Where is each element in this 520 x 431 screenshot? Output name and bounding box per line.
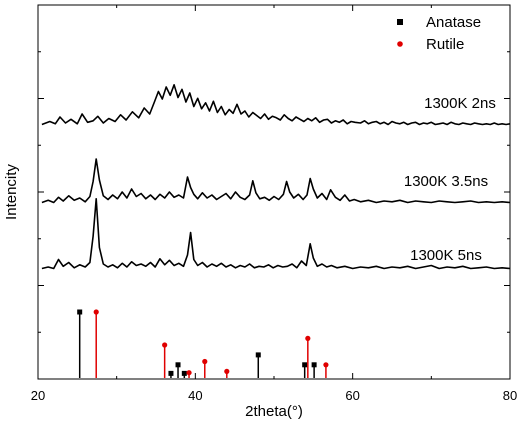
legend-marker [397,19,403,25]
legend-label: Rutile [426,36,464,53]
legend: Anatase Rutile [397,14,481,53]
x-tick-label: 60 [345,388,359,403]
series-line [41,84,511,126]
reference-marker [224,368,230,374]
legend-label: Anatase [426,14,481,31]
reference-marker [162,342,168,348]
reference-marker [168,370,174,376]
reference-marker [255,352,261,358]
reference-marker [181,370,187,376]
y-axis-label: Intencity [3,164,20,220]
x-tick-labels: 20 40 60 80 [31,388,517,403]
plot-frame [37,4,511,380]
reference-marker [311,362,317,368]
series-label: 1300K 3.5ns [404,173,488,190]
reference-marker [93,309,99,315]
reference-marker [302,362,308,368]
reference-marker [77,309,83,315]
series-layer: 1300K 2ns 1300K 3.5ns 1300K 5ns [41,84,511,270]
x-axis-label: 2theta(°) [245,403,303,420]
legend-marker [397,41,403,47]
reference-marker [202,358,208,365]
series-label: 1300K 2ns [424,95,496,112]
reference-lines [77,309,329,378]
x-tick-label: 20 [31,388,45,403]
x-tick-label: 40 [188,388,202,403]
reference-marker [323,362,329,368]
axis-ticks [37,4,511,380]
reference-marker [186,370,192,376]
series-label: 1300K 5ns [410,247,482,264]
series-line [41,158,511,204]
x-tick-label: 80 [503,388,517,403]
series-line [41,198,511,270]
reference-marker [305,335,311,341]
reference-marker [175,362,181,368]
